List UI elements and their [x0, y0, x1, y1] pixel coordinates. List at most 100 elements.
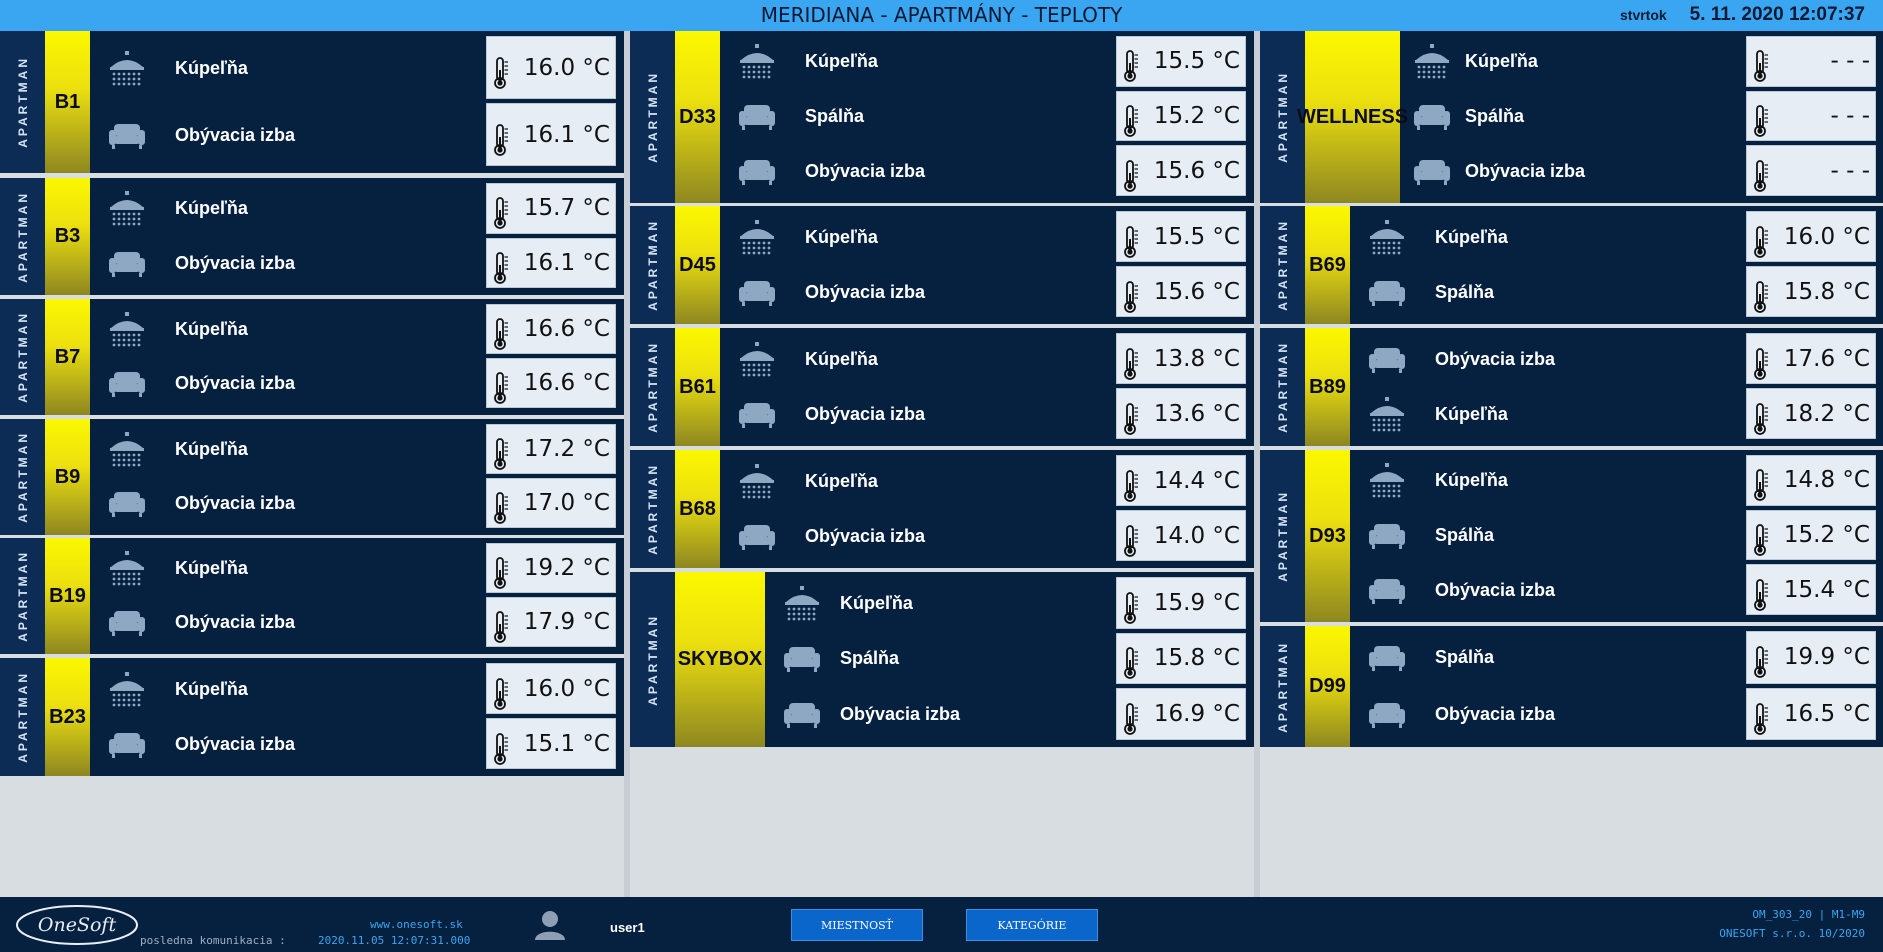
sofa-icon: [1365, 636, 1409, 680]
last-communication-label: posledna komunikacia :: [140, 934, 286, 947]
room-row: Obývacia izba 15.4 °C: [1260, 563, 1883, 618]
apartment-type-label: APARTMAN: [0, 538, 45, 654]
thermometer-icon: [1753, 159, 1769, 198]
room-row: Obývacia izba 17.9 °C: [0, 596, 624, 650]
temperature-box: 16.6 °C: [486, 304, 616, 354]
apartment-code: D93: [1305, 450, 1350, 622]
room-row: Kúpeľňa 16.6 °C: [0, 303, 624, 357]
last-communication-value: 2020.11.05 12:07:31.000: [318, 934, 471, 947]
version-label: OM_303_20 | M1-M9: [1752, 908, 1865, 921]
temperature-box: 16.0 °C: [486, 663, 616, 714]
room-name: Obývacia izba: [175, 252, 296, 273]
website-link[interactable]: www.onesoft.sk: [370, 918, 463, 931]
room-name: Kúpeľňa: [1465, 51, 1538, 72]
temperature-value: 18.2 °C: [1783, 400, 1870, 427]
room-row: Obývacia izba 17.6 °C: [1260, 332, 1883, 387]
room-name: Obývacia izba: [805, 160, 926, 181]
apartment-code: B7: [45, 299, 90, 415]
room-view-button[interactable]: MIESTNOSŤ: [791, 909, 923, 941]
apartment-panel-b68: APARTMAN B68 Kúpeľňa 14.4 °C Obývacia izba 14…: [630, 450, 1254, 568]
temperature-box: 16.9 °C: [1116, 688, 1246, 740]
room-row: Obývacia izba 15.1 °C: [0, 717, 624, 772]
temperature-box: 15.5 °C: [1116, 211, 1246, 262]
thermometer-icon: [1123, 702, 1139, 741]
apartment-column-3: APARTMAN WELLNESS Kúpeľňa - - - Spálňa - - -O…: [1260, 31, 1883, 897]
thermometer-icon: [493, 732, 509, 771]
room-name: Kúpeľňa: [805, 226, 878, 247]
apartment-panel-wellness: APARTMAN WELLNESS Kúpeľňa - - - Spálňa - - -O…: [1260, 31, 1883, 203]
onesoft-logo: [16, 905, 138, 945]
room-row: Kúpeľňa 15.5 °C: [630, 35, 1254, 90]
apartment-type-label: APARTMAN: [0, 178, 45, 295]
room-name: Obývacia izba: [805, 403, 926, 424]
temperature-box: 15.1 °C: [486, 718, 616, 769]
temperature-value: 16.9 °C: [1153, 701, 1240, 728]
room-row: Obývacia izba 13.6 °C: [630, 387, 1254, 442]
shower-icon: [780, 582, 824, 626]
sofa-icon: [735, 271, 779, 315]
apartment-type-label: APARTMAN: [1260, 206, 1305, 324]
sofa-icon: [780, 637, 824, 681]
room-row: Kúpeľňa 13.8 °C: [630, 332, 1254, 387]
temperature-value: 15.1 °C: [523, 730, 610, 757]
room-row: Obývacia izba - - -: [1260, 144, 1883, 199]
shower-icon: [1365, 216, 1409, 260]
thermometer-icon: [1753, 280, 1769, 319]
apartment-panel-b7: APARTMAN B7 Kúpeľňa 16.6 °C Obývacia izba 16.…: [0, 299, 624, 415]
apartment-panel-d33: APARTMAN D33 Kúpeľňa 15.5 °C Spálňa 15.2 °C Ob…: [630, 31, 1254, 203]
shower-icon: [105, 47, 149, 91]
temperature-box: 17.0 °C: [486, 478, 616, 528]
temperature-value: 16.6 °C: [523, 316, 610, 342]
temperature-box: 15.5 °C: [1116, 36, 1246, 87]
apartment-code: SKYBOX: [675, 572, 765, 747]
room-name: Spálňa: [840, 648, 900, 669]
category-view-button[interactable]: KATEGÓRIE: [966, 909, 1098, 941]
apartment-code: D33: [675, 31, 720, 203]
temperature-value: 15.8 °C: [1783, 278, 1870, 305]
temperature-value: 15.5 °C: [1153, 223, 1240, 250]
thermometer-icon: [1753, 402, 1769, 441]
room-row: Kúpeľňa 17.2 °C: [0, 423, 624, 477]
thermometer-icon: [1123, 104, 1139, 143]
room-name: Obývacia izba: [1435, 348, 1556, 369]
shower-icon: [105, 308, 149, 352]
thermometer-icon: [1123, 225, 1139, 264]
room-row: Spálňa 15.8 °C: [1260, 265, 1883, 320]
apartment-type-label: APARTMAN: [630, 206, 675, 324]
room-name: Kúpeľňa: [175, 198, 248, 219]
temperature-value: 17.2 °C: [523, 436, 610, 462]
temperature-value: 15.5 °C: [1153, 48, 1240, 75]
room-name: Kúpeľňa: [175, 678, 248, 699]
shower-icon: [1365, 393, 1409, 437]
apartment-panel-d99: APARTMAN D99 Spálňa 19.9 °C Obývacia izba 16.…: [1260, 626, 1883, 747]
temperature-value: 13.6 °C: [1153, 400, 1240, 427]
room-row: Kúpeľňa 15.7 °C: [0, 182, 624, 237]
shower-icon: [105, 668, 149, 712]
room-name: Spálňa: [1435, 647, 1495, 668]
thermometer-icon: [1123, 159, 1139, 198]
temperature-box: - - -: [1746, 90, 1876, 143]
apartment-code: B89: [1305, 328, 1350, 446]
thermometer-icon: [1753, 104, 1769, 143]
apartment-code: B68: [675, 450, 720, 568]
room-name: Obývacia izba: [805, 281, 926, 302]
room-row: Spálňa 15.2 °C: [1260, 509, 1883, 564]
apartment-type-label: APARTMAN: [630, 450, 675, 568]
shower-icon: [105, 428, 149, 472]
temperature-value: 16.0 °C: [523, 675, 610, 702]
temperature-value: 15.9 °C: [1153, 589, 1240, 616]
temperature-value: 16.0 °C: [1783, 223, 1870, 250]
thermometer-icon: [493, 677, 509, 716]
room-name: Obývacia izba: [805, 525, 926, 546]
thermometer-icon: [1123, 402, 1139, 441]
temperature-value: 14.8 °C: [1783, 467, 1870, 494]
sofa-icon: [1365, 569, 1409, 613]
shower-icon: [1410, 40, 1454, 84]
temperature-value: 15.6 °C: [1153, 278, 1240, 305]
temperature-box: 17.9 °C: [486, 597, 616, 647]
thermometer-icon: [493, 556, 509, 595]
room-row: Obývacia izba 16.6 °C: [0, 357, 624, 411]
thermometer-icon: [1753, 578, 1769, 617]
apartment-column-1: APARTMAN B1 Kúpeľňa 16.0 °C Obývacia izba 16.…: [0, 31, 624, 897]
room-row: Kúpeľňa 16.0 °C: [0, 662, 624, 717]
